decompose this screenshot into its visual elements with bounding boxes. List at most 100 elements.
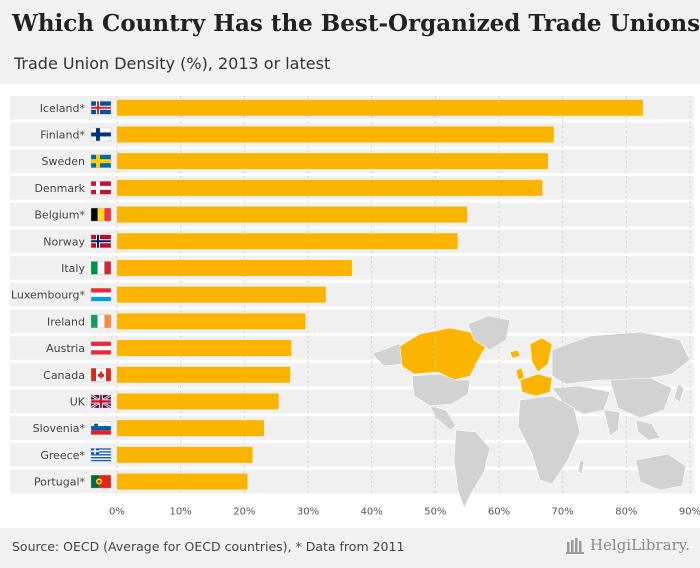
flag-border: [90, 474, 112, 489]
x-tick-label: 40%: [361, 506, 383, 517]
map-region: [635, 453, 687, 491]
flag-italy-icon: [90, 261, 112, 275]
chart-title: Which Country Has the Best-Organized Tra…: [12, 10, 700, 37]
flag-part: [97, 314, 105, 328]
category-label: Denmark: [34, 182, 85, 195]
x-tick-label: 90%: [679, 506, 700, 517]
map-region: [609, 377, 673, 419]
flag-denmark-icon: [90, 181, 112, 195]
flag-finland-icon: [90, 127, 112, 142]
x-tick-label: 60%: [488, 506, 510, 517]
category-label: Iceland*: [40, 102, 86, 115]
flag-portugal-icon: [90, 474, 112, 489]
flag-part: [91, 455, 111, 458]
flags: [90, 101, 112, 489]
brand-logo: HelgiLibrary.: [565, 536, 690, 554]
flag-part: [91, 185, 111, 190]
x-tick-label: 0%: [109, 506, 125, 517]
flag-austria-icon: [90, 341, 112, 355]
category-label: UK: [70, 395, 86, 408]
category-label: Portugal*: [34, 476, 86, 489]
flag-part: [91, 458, 111, 460]
x-tick-label: 70%: [552, 506, 574, 517]
category-label: Italy: [61, 262, 85, 275]
flag-part: [91, 288, 111, 293]
flag-part: [91, 314, 98, 328]
category-label: Finland*: [40, 128, 85, 141]
bars: [117, 99, 643, 490]
flag-border: [90, 234, 112, 248]
flag-part: [91, 132, 111, 137]
flag-part: [91, 426, 111, 431]
flag-slovenia-icon: [90, 421, 112, 435]
flag-part: [94, 423, 98, 429]
flag-part: [91, 240, 111, 243]
bar: [117, 206, 468, 223]
flag-part: [97, 261, 105, 275]
world-map: [371, 315, 691, 509]
maple-leaf: [97, 370, 105, 380]
flag-part: [91, 452, 111, 455]
brand-name: HelgiLibrary.: [589, 536, 690, 554]
flag-part: [91, 400, 111, 403]
flag-part: [91, 159, 111, 164]
flag-part: [91, 261, 98, 275]
map-region: [453, 429, 491, 509]
bar: [117, 99, 643, 116]
flag-border: [90, 127, 112, 142]
flag-part: [91, 208, 98, 222]
map-region: [411, 373, 471, 407]
flag-norway-icon: [90, 234, 112, 248]
row-background: [10, 443, 694, 467]
category-label: Slovenia*: [33, 422, 86, 435]
footer: Source: OECD (Average for OECD countries…: [0, 528, 700, 568]
category-label: Norway: [43, 235, 85, 248]
flag-part: [91, 451, 111, 453]
flag-border: [90, 394, 112, 409]
bar: [117, 153, 549, 170]
flag-greece-icon: [90, 448, 112, 462]
category-label: Canada: [43, 369, 85, 382]
flag-part: [91, 454, 111, 456]
flag-part: [91, 345, 111, 351]
flag-border: [90, 368, 112, 382]
map-region: [515, 367, 525, 381]
bar-chart: Iceland* Finland* Sweden Denmark Belgium* Nor…: [10, 96, 700, 517]
category-labels: Iceland* Finland* Sweden Denmark Belgium* Nor…: [11, 102, 86, 489]
bar: [117, 393, 279, 410]
flag-border: [90, 341, 112, 355]
bar: [117, 233, 458, 250]
flag-border: [90, 421, 112, 435]
flag-border: [90, 181, 112, 195]
flag-border: [90, 448, 112, 462]
bar: [117, 473, 248, 490]
flag-part: [106, 368, 111, 382]
flag-part: [91, 421, 111, 427]
flag-part: [104, 208, 111, 222]
row-background: [10, 469, 694, 494]
flag-part: [91, 341, 111, 346]
flag-part: [91, 459, 111, 462]
bar: [117, 126, 554, 143]
flag-part: [91, 368, 96, 382]
library-icon: [565, 538, 584, 554]
x-tick-label: 80%: [615, 506, 637, 517]
flag-uk-icon: [90, 393, 112, 410]
flag-part: [91, 475, 99, 489]
flag-border: [90, 261, 112, 275]
row-background: [10, 309, 694, 334]
bar: [117, 446, 253, 463]
flag-part: [97, 208, 105, 222]
flag-border: [90, 287, 112, 302]
header: Which Country Has the Best-Organized Tra…: [0, 0, 700, 84]
flag-part: [91, 457, 111, 459]
category-label: Sweden: [42, 155, 85, 168]
source-note: Source: OECD (Average for OECD countries…: [12, 539, 405, 554]
chart-subtitle: Trade Union Density (%), 2013 or latest: [14, 54, 331, 73]
map-region: [509, 349, 521, 359]
map-region: [635, 419, 661, 441]
flag-part: [91, 448, 111, 450]
flag-part: [91, 106, 111, 109]
map-region: [551, 331, 691, 385]
row-background: [10, 282, 694, 307]
